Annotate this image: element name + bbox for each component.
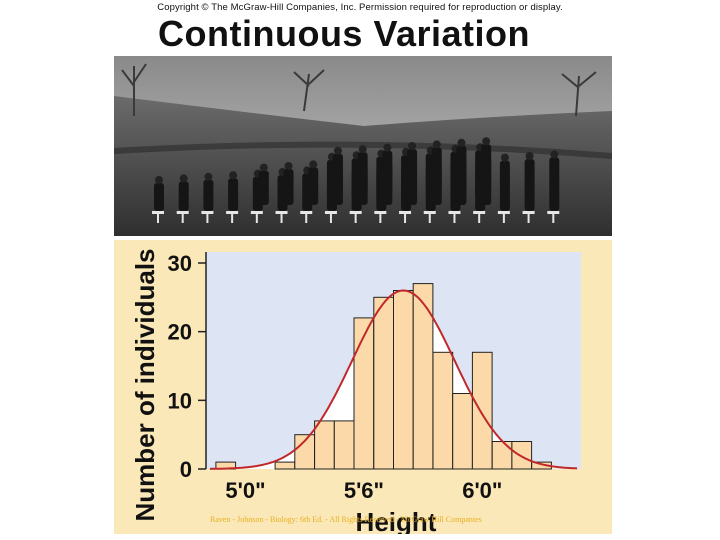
- photo-sign-post-2: [206, 214, 209, 223]
- photo-sign-post-15: [527, 214, 530, 223]
- photo-sign-3: [226, 211, 239, 214]
- photo-head-1-0: [179, 174, 188, 183]
- photo-head-4-1: [259, 163, 268, 172]
- photo-head-16-0: [550, 150, 559, 159]
- photo-sign-7: [324, 211, 337, 214]
- footer-credit: Raven - Johnson - Biology: 6th Ed. - All…: [210, 515, 482, 524]
- photo-head-14-0: [500, 153, 509, 162]
- photo-head-5-1: [284, 162, 293, 170]
- histogram-bar-15: [511, 441, 533, 470]
- photo-sign-post-7: [329, 214, 332, 223]
- photo-person-5-1: [283, 169, 294, 205]
- photo-sign-post-0: [157, 214, 159, 223]
- slide-title: Continuous Variation: [158, 13, 531, 54]
- x-axis-label: Height: [356, 507, 437, 534]
- x-tick-label-1: 5'6": [344, 478, 384, 503]
- y-tick-label-0: 0: [180, 457, 192, 482]
- y-tick-label-1: 10: [168, 388, 192, 413]
- photo-head-12-3: [457, 138, 466, 147]
- photo-head-6-1: [309, 160, 318, 169]
- histogram-bar-6: [333, 420, 355, 470]
- photo-person-1-0: [178, 181, 189, 211]
- histogram-chart: 0 10 20 30 5'0" 5'6" 6'0" Number of individua…: [114, 240, 612, 534]
- photo-person-2-0: [203, 179, 214, 211]
- histogram-bar-7: [353, 317, 375, 470]
- y-axis-label: Number of individuals: [130, 248, 160, 521]
- photo-head-3-0: [229, 171, 238, 180]
- photo-head-9-3: [383, 143, 392, 152]
- photo-sign-post-10: [404, 214, 407, 223]
- photo-head-8-3: [358, 145, 367, 154]
- histogram-bar-13: [471, 351, 493, 470]
- photo-person-9-3: [382, 150, 393, 193]
- photo-sign-5: [275, 211, 288, 214]
- histogram-bar-14: [491, 441, 513, 470]
- photo-person-10-3: [407, 149, 418, 193]
- photo-sign-2: [201, 211, 214, 214]
- photo-person-13-3: [481, 144, 492, 193]
- photo-person-8-3: [357, 152, 368, 193]
- normal-curve: [209, 289, 578, 470]
- x-tick-label-0: 5'0": [225, 478, 265, 503]
- photo-person-3-0: [228, 178, 239, 211]
- photo-sign-9: [374, 211, 387, 214]
- photo-sign-4: [250, 211, 263, 214]
- histogram-bar-11: [432, 351, 454, 470]
- photo-head-13-3: [482, 137, 491, 146]
- photo-sign-post-12: [453, 214, 456, 223]
- photo-head-7-3: [333, 146, 342, 155]
- photo-sign-post-13: [478, 214, 481, 223]
- photo-head-10-3: [408, 142, 417, 150]
- photo-sign-15: [522, 211, 535, 214]
- histogram-bar-5: [314, 420, 335, 470]
- photo-sign-14: [497, 211, 510, 214]
- photo-sign-post-6: [305, 214, 308, 223]
- photo-sign-12: [448, 211, 461, 214]
- photo-sign-post-11: [428, 214, 431, 223]
- photo-sign-13: [473, 211, 486, 214]
- photo-person-6-1: [308, 167, 319, 205]
- photo-sign-0: [152, 211, 164, 214]
- photo-person-4-1: [258, 170, 269, 205]
- photo-sign-post-4: [255, 214, 258, 223]
- photo-head-0-0: [155, 176, 163, 184]
- photo-person-15-0: [524, 159, 535, 211]
- photo-sign-post-8: [354, 214, 357, 223]
- photo-head-2-0: [204, 172, 213, 181]
- photo-sign-post-3: [231, 214, 234, 223]
- photo-sign-11: [423, 211, 436, 214]
- photo-sign-6: [300, 211, 313, 214]
- y-tick-label-3: 30: [168, 251, 192, 276]
- histogram-bar-3: [274, 461, 296, 470]
- copyright-notice: Copyright © The McGraw-Hill Companies, I…: [157, 2, 563, 13]
- y-tick-label-2: 20: [168, 320, 192, 345]
- photo-person-0-0: [154, 183, 164, 211]
- photo-person-11-3: [431, 147, 442, 193]
- photo-sign-1: [176, 211, 189, 214]
- x-tick-label-2: 6'0": [462, 478, 502, 503]
- photo-head-11-3: [432, 140, 441, 149]
- photo-sign-post-16: [552, 214, 555, 223]
- histogram-bar-12: [452, 393, 473, 470]
- photo-sign-post-14: [502, 214, 505, 223]
- photo-sign-10: [399, 211, 412, 214]
- histogram-bar-9: [393, 290, 414, 470]
- photo-sign-post-5: [280, 214, 283, 223]
- photo-sign-post-1: [181, 214, 184, 223]
- photo-person-16-0: [549, 157, 560, 211]
- photo-head-15-0: [525, 152, 534, 160]
- photo-person-7-3: [332, 153, 343, 193]
- photo-person-14-0: [499, 160, 510, 211]
- lineup-photo: [114, 56, 612, 236]
- histogram-bar-8: [373, 296, 394, 470]
- photo-sign-16: [547, 211, 560, 214]
- photo-sign-8: [349, 211, 362, 214]
- photo-sign-post-9: [379, 214, 382, 223]
- photo-person-12-3: [456, 145, 467, 193]
